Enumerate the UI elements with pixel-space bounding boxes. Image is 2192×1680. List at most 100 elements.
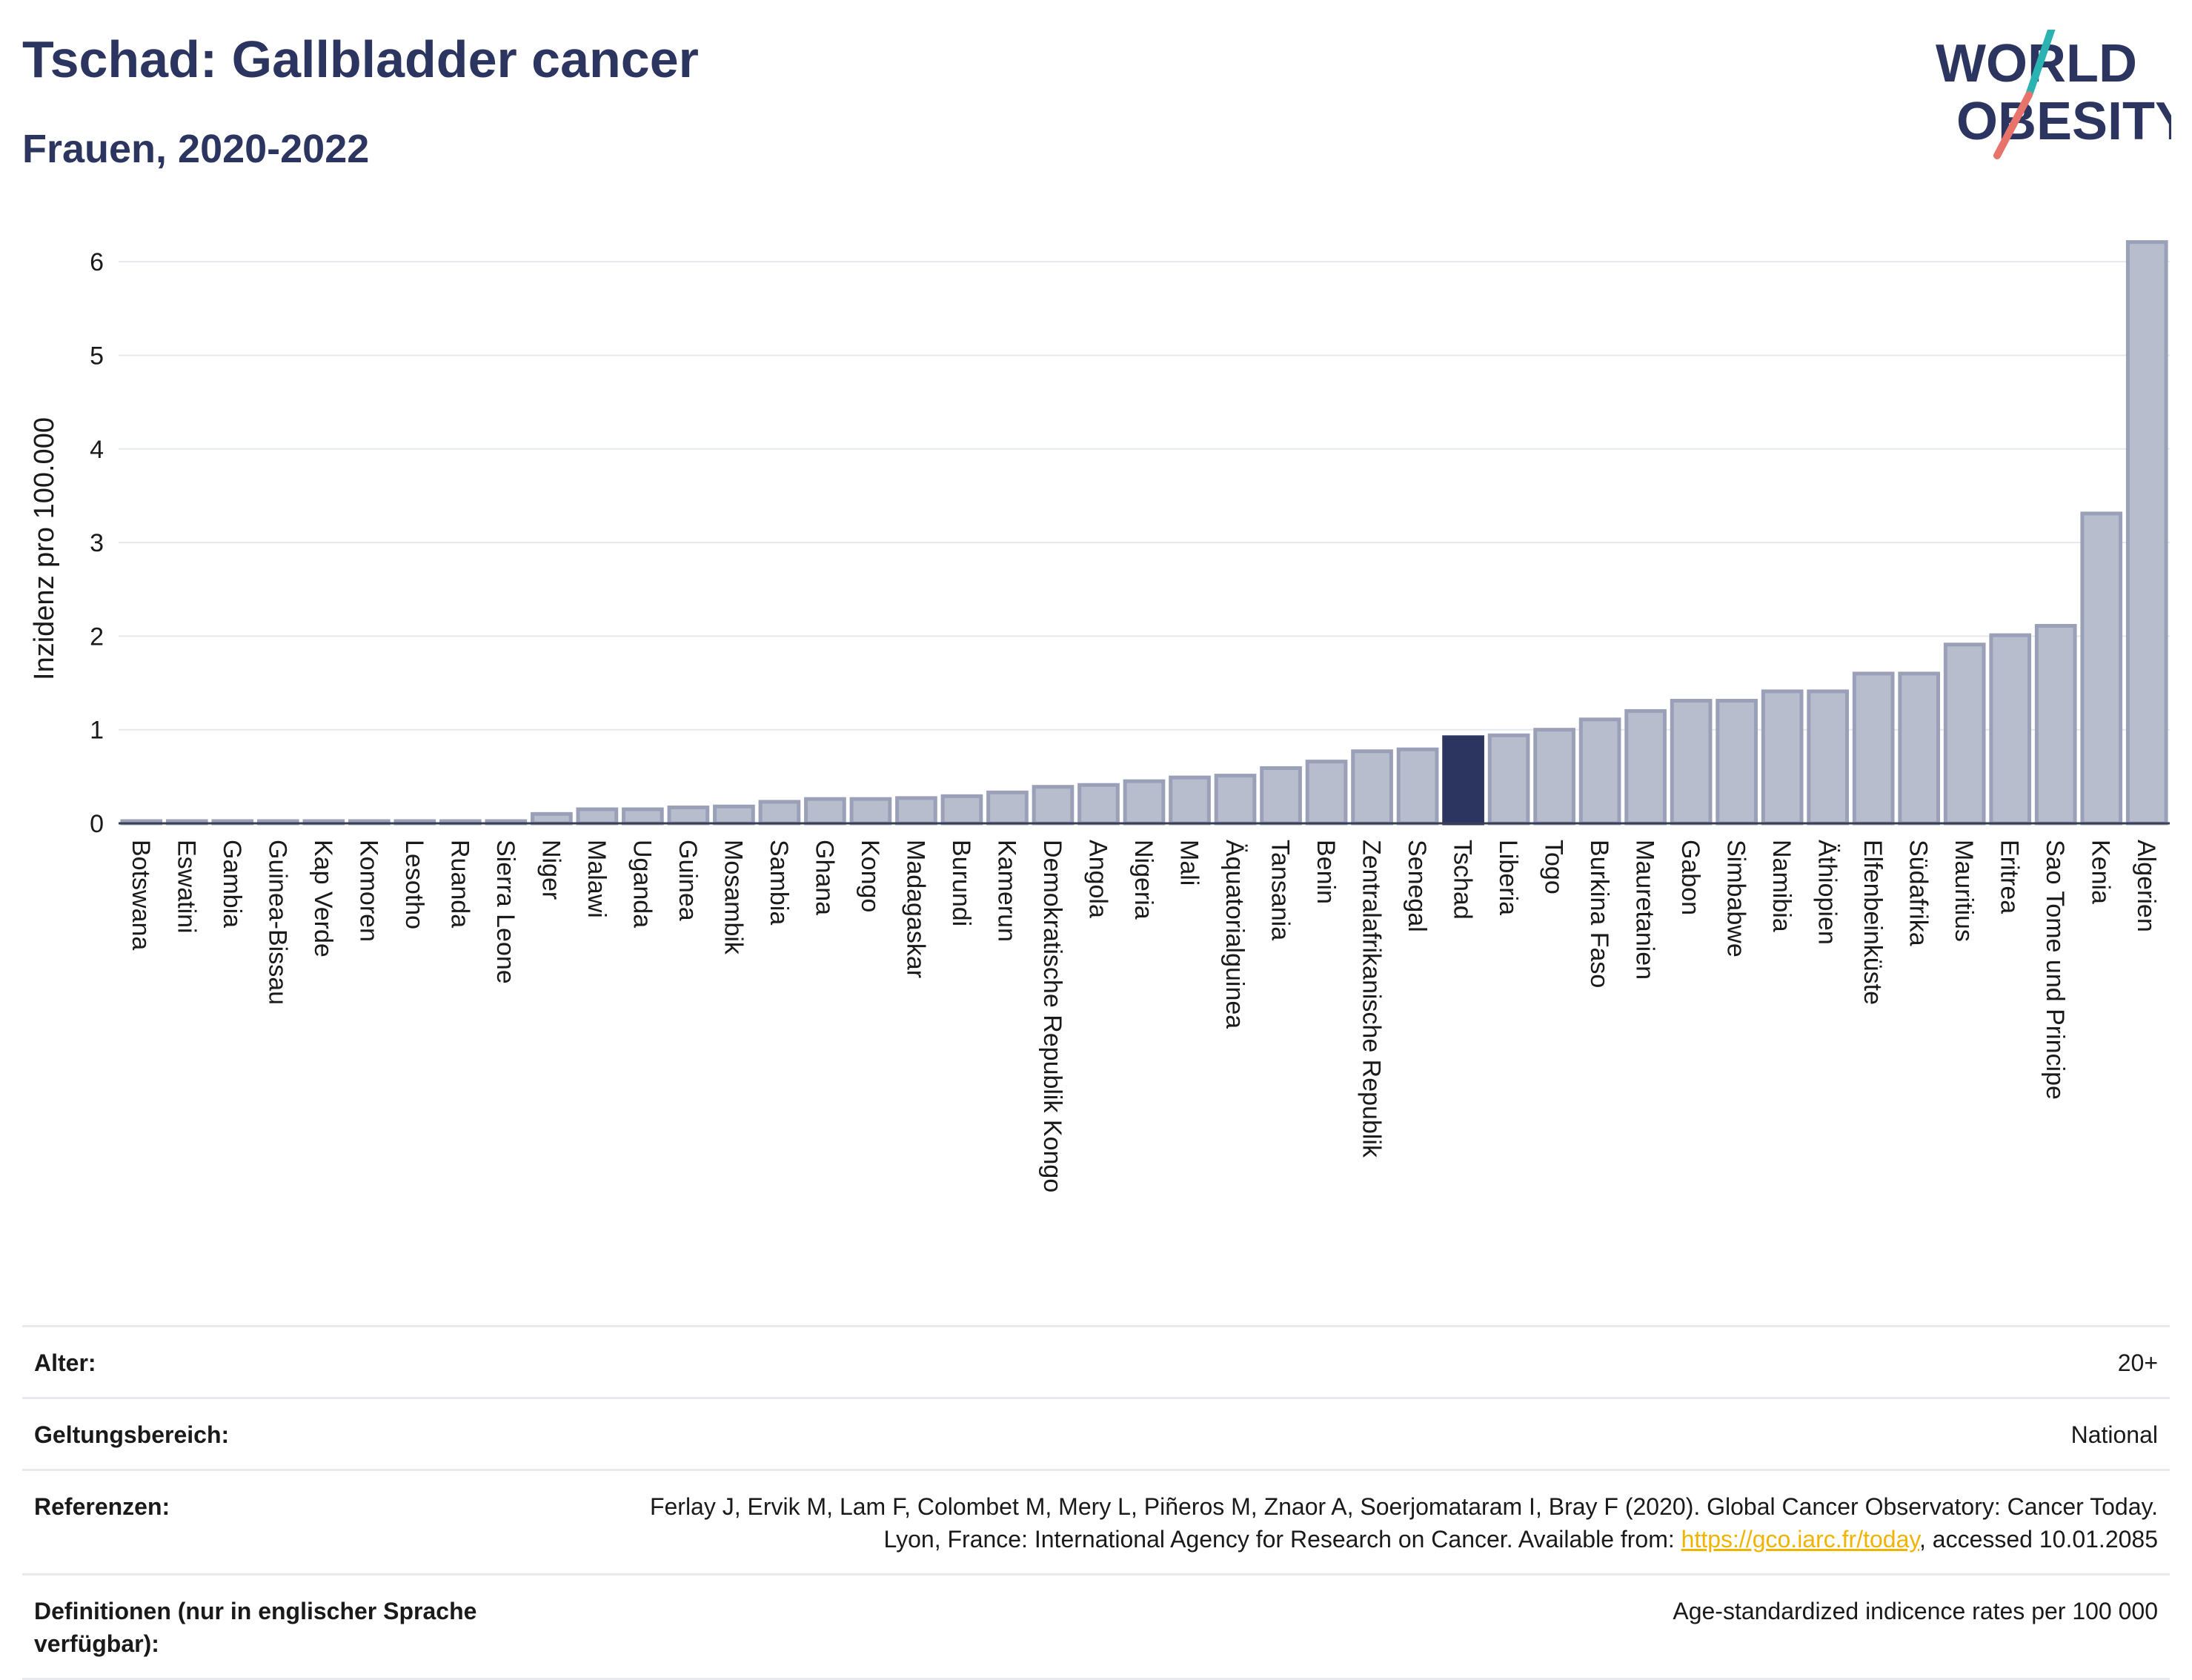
x-tick-label: Eritrea xyxy=(1996,840,2024,914)
bar xyxy=(758,800,801,826)
info-row-scope: Geltungsbereich: National xyxy=(22,1397,2170,1469)
bar-chart: 0 1 2 3 4 5 6 Inzidenz pro 100.000 Botswana Eswat… xyxy=(29,240,2170,1192)
reference-accessed: , accessed 10.01.2085 xyxy=(1919,1526,2158,1553)
bar xyxy=(2080,511,2123,826)
x-tick-label: Sambia xyxy=(765,840,793,925)
x-tick-label: Uganda xyxy=(628,840,656,928)
world-obesity-logo: WORLD OBESITY xyxy=(1936,30,2171,159)
info-label-scope: Geltungsbereich: xyxy=(34,1421,230,1448)
bar xyxy=(1351,749,1393,826)
x-tick-label: Zentralafrikanische Republik xyxy=(1358,840,1386,1158)
info-label-references: Referenzen: xyxy=(34,1493,170,1520)
bar xyxy=(1305,760,1348,826)
bar xyxy=(849,797,892,826)
x-tick-label: Burundi xyxy=(947,840,975,926)
x-tick-label: Elfenbeinküste xyxy=(1859,840,1887,1005)
bar xyxy=(1396,747,1439,826)
y-tick-label: 6 xyxy=(90,248,104,276)
y-axis-title: Inzidenz pro 100.000 xyxy=(29,417,60,680)
x-tick-label: Demokratische Republik Kongo xyxy=(1038,840,1066,1192)
x-tick-label: Mosambik xyxy=(719,840,747,955)
bar xyxy=(1852,671,1895,826)
bar xyxy=(713,804,755,826)
x-tick-label: Eswatini xyxy=(172,840,200,934)
bar xyxy=(622,807,664,826)
bar xyxy=(986,790,1029,826)
x-tick-label: Liberia xyxy=(1494,840,1522,915)
bar xyxy=(1578,717,1621,826)
info-row-definitions: Definitionen (nur in englischer Sprache … xyxy=(22,1573,2170,1680)
bar xyxy=(1898,671,1941,826)
bar xyxy=(1624,708,1667,826)
bar xyxy=(576,807,619,826)
y-tick-label: 5 xyxy=(90,342,104,370)
x-tick-label: Mauritius xyxy=(1950,840,1978,942)
logo-slash-teal xyxy=(2025,30,2056,99)
bar xyxy=(1761,689,1804,826)
bar xyxy=(1123,779,1166,826)
x-tick-label: Algerien xyxy=(2132,840,2160,932)
info-label-age: Alter: xyxy=(34,1349,96,1376)
x-tick-label: Benin xyxy=(1312,840,1340,904)
bar xyxy=(2034,623,2077,826)
x-tick-label: Südafrika xyxy=(1904,840,1933,946)
bar xyxy=(1670,699,1713,826)
y-tick-label: 2 xyxy=(90,622,104,651)
chart-subtitle: Frauen, 2020-2022 xyxy=(22,127,370,171)
logo-slash-coral xyxy=(1993,91,2033,159)
info-label-definitions: Definitionen (nur in englischer Sprache … xyxy=(34,1598,477,1657)
x-tick-label: Kamerun xyxy=(992,840,1020,942)
bar xyxy=(940,794,983,826)
logo-word-obesity: OBESITY xyxy=(1956,92,2171,151)
bar xyxy=(1533,728,1575,826)
x-tick-label: Kongo xyxy=(856,840,884,912)
bar xyxy=(804,797,846,826)
x-tick-label: Togo xyxy=(1540,840,1568,894)
bar xyxy=(1716,699,1758,826)
x-tick-label: Kap Verde xyxy=(309,840,337,957)
x-tick-label: Ghana xyxy=(810,840,838,915)
bar xyxy=(1032,785,1075,826)
x-tick-label: Kenia xyxy=(2087,840,2115,904)
x-tick-label: Lesotho xyxy=(400,840,428,929)
x-tick-label: Niger xyxy=(537,840,565,900)
bar xyxy=(1989,633,2032,826)
y-tick-label: 4 xyxy=(90,436,104,464)
bar xyxy=(1807,689,1850,826)
x-tick-label: Malawi xyxy=(582,840,611,918)
x-tick-label: Komoren xyxy=(354,840,382,942)
x-tick-label: Simbabwe xyxy=(1722,840,1750,957)
bar xyxy=(1077,783,1120,826)
x-tick-label: Gabon xyxy=(1676,840,1704,915)
x-tick-label: Äthiopien xyxy=(1813,840,1841,945)
x-tick-label: Gambia xyxy=(218,840,246,928)
x-tick-label: Mali xyxy=(1175,840,1203,886)
bar xyxy=(667,806,710,826)
x-tick-label: Ruanda xyxy=(445,840,474,928)
bar xyxy=(2125,240,2168,826)
info-value-age: 20+ xyxy=(2117,1349,2158,1376)
x-tick-label: Mauretanien xyxy=(1631,840,1659,980)
info-table: Alter: 20+ Geltungsbereich: National Ref… xyxy=(22,1325,2170,1680)
chart-title: Tschad: Gallbladder cancer xyxy=(22,30,699,88)
x-tick-label: Guinea-Bissau xyxy=(263,840,291,1005)
x-tick-label: Äquatorialguinea xyxy=(1220,840,1249,1029)
x-tick-label: Tansania xyxy=(1266,840,1295,940)
info-value-references: Ferlay J, Ervik M, Lam F, Colombet M, Me… xyxy=(602,1490,2158,1556)
x-tick-label: Senegal xyxy=(1403,840,1431,932)
x-tick-label: Angola xyxy=(1083,840,1112,918)
info-row-age: Alter: 20+ xyxy=(22,1325,2170,1397)
bar xyxy=(1943,643,1986,826)
info-value-scope: National xyxy=(2070,1421,2158,1448)
bar xyxy=(1260,766,1302,826)
x-tick-label: Guinea xyxy=(674,840,702,921)
x-tick-label: Madagaskar xyxy=(901,840,929,978)
info-row-references: Referenzen: Ferlay J, Ervik M, Lam F, Co… xyxy=(22,1469,2170,1573)
bar xyxy=(1214,774,1257,826)
reference-link[interactable]: https://gco.iarc.fr/today xyxy=(1681,1526,1919,1553)
y-tick-label: 3 xyxy=(90,529,104,557)
x-tick-label: Nigeria xyxy=(1129,840,1158,920)
x-tick-label: Sierra Leone xyxy=(491,840,519,984)
bar xyxy=(1487,733,1530,826)
bar xyxy=(531,811,573,826)
